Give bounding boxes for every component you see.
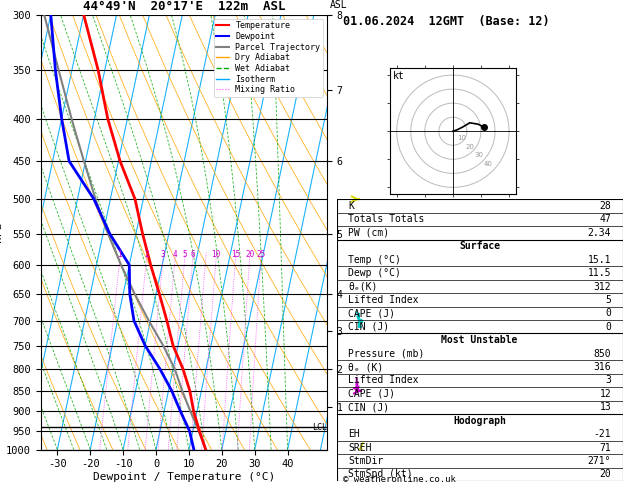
Text: 71: 71 [599,443,611,452]
Text: 20: 20 [245,250,254,259]
Text: 40: 40 [483,161,492,167]
Text: Totals Totals: Totals Totals [348,214,425,225]
Text: Dewp (°C): Dewp (°C) [348,268,401,278]
Text: Lifted Index: Lifted Index [348,376,418,385]
Text: 25: 25 [256,250,265,259]
Text: CIN (J): CIN (J) [348,402,389,412]
Text: SREH: SREH [348,443,372,452]
Text: 3: 3 [605,376,611,385]
Text: 28: 28 [599,201,611,211]
Text: θₑ (K): θₑ (K) [348,362,383,372]
Text: 850: 850 [594,348,611,359]
Text: 10: 10 [211,250,221,259]
Text: 2: 2 [144,250,149,259]
Text: Most Unstable: Most Unstable [442,335,518,345]
Text: EH: EH [348,429,360,439]
Text: 30: 30 [474,152,484,158]
Text: -21: -21 [594,429,611,439]
Text: 12: 12 [599,389,611,399]
Text: 3: 3 [160,250,165,259]
Text: 316: 316 [594,362,611,372]
Text: 10: 10 [457,135,466,141]
Y-axis label: hPa: hPa [0,222,3,242]
Text: 5: 5 [605,295,611,305]
Text: 5: 5 [182,250,187,259]
Text: 47: 47 [599,214,611,225]
Text: K: K [348,201,354,211]
Text: CIN (J): CIN (J) [348,322,389,332]
Text: StmSpd (kt): StmSpd (kt) [348,469,413,479]
Text: CAPE (J): CAPE (J) [348,308,395,318]
Text: 1: 1 [118,250,122,259]
Text: km
ASL: km ASL [330,0,348,10]
Text: Lifted Index: Lifted Index [348,295,418,305]
Text: Pressure (mb): Pressure (mb) [348,348,425,359]
Legend: Temperature, Dewpoint, Parcel Trajectory, Dry Adiabat, Wet Adiabat, Isotherm, Mi: Temperature, Dewpoint, Parcel Trajectory… [214,19,323,97]
Text: θₑ(K): θₑ(K) [348,281,377,292]
X-axis label: Dewpoint / Temperature (°C): Dewpoint / Temperature (°C) [93,472,275,482]
Text: 15.1: 15.1 [587,255,611,265]
Text: 0: 0 [605,322,611,332]
Text: kt: kt [392,71,404,81]
Text: 01.06.2024  12GMT  (Base: 12): 01.06.2024 12GMT (Base: 12) [343,15,549,28]
Text: Surface: Surface [459,241,500,251]
Text: 20: 20 [466,144,475,150]
Text: Hodograph: Hodograph [453,416,506,426]
Text: 13: 13 [599,402,611,412]
Text: 0: 0 [605,308,611,318]
Text: 6: 6 [191,250,195,259]
Text: 15: 15 [231,250,240,259]
Text: © weatheronline.co.uk: © weatheronline.co.uk [343,474,455,484]
Text: 20: 20 [599,469,611,479]
Title: 44°49'N  20°17'E  122m  ASL: 44°49'N 20°17'E 122m ASL [83,0,285,14]
Text: Temp (°C): Temp (°C) [348,255,401,265]
Text: 271°: 271° [587,456,611,466]
Text: StmDir: StmDir [348,456,383,466]
Text: CAPE (J): CAPE (J) [348,389,395,399]
Text: 312: 312 [594,281,611,292]
Text: 11.5: 11.5 [587,268,611,278]
Text: LCL: LCL [312,423,327,432]
Text: 4: 4 [173,250,177,259]
Text: 2.34: 2.34 [587,228,611,238]
Text: PW (cm): PW (cm) [348,228,389,238]
